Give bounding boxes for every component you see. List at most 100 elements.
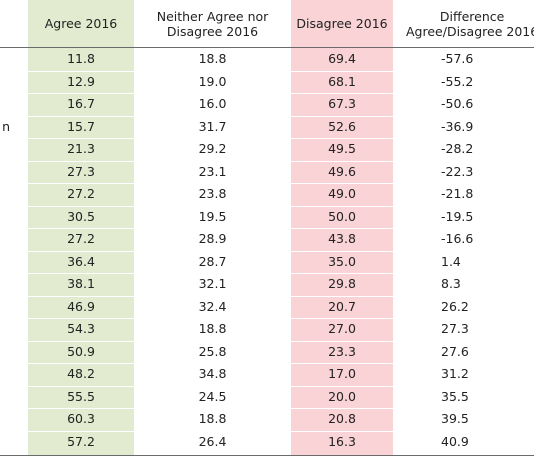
cell-neither: 19.0	[198, 73, 227, 89]
cell-difference: 39.5	[441, 411, 469, 426]
cell-disagree: 68.1	[328, 73, 356, 89]
cell-difference: 8.3	[441, 276, 461, 291]
cell-disagree: 49.6	[328, 163, 356, 179]
cell-agree: 21.3	[67, 141, 95, 156]
table-row: 54.3 18.8 27.0 27.3	[0, 318, 534, 341]
cell-agree: 50.9	[67, 343, 95, 359]
disagree-row-separator	[291, 183, 393, 184]
disagree-row-separator	[291, 160, 393, 162]
disagree-row-separator	[291, 340, 393, 342]
table-row: 48.2 34.8 17.0 31.2	[0, 363, 534, 386]
cell-difference: 40.9	[441, 433, 469, 449]
header-disagree-2016: Disagree 2016	[296, 16, 388, 31]
cell-neither: 26.4	[198, 433, 227, 449]
agree-row-separator	[28, 205, 134, 207]
cell-neither: 18.8	[198, 321, 227, 336]
cell-disagree: 35.0	[328, 253, 356, 269]
table-row: 36.4 28.7 35.0 1.4	[0, 251, 534, 274]
cell-difference: -19.5	[441, 208, 474, 224]
table-row: 55.5 24.5 20.0 35.5	[0, 386, 534, 409]
cell-agree: 57.2	[67, 433, 95, 449]
disagree-row-separator	[291, 138, 393, 139]
cell-neither: 28.7	[198, 253, 227, 269]
cell-neither: 18.8	[198, 51, 227, 66]
cell-difference: 35.5	[441, 388, 469, 404]
cell-difference: -50.6	[441, 96, 474, 111]
row-label-text: n	[2, 118, 10, 134]
cell-neither: 34.8	[198, 366, 227, 381]
disagree-row-separator	[291, 228, 393, 229]
disagree-row-separator	[291, 93, 393, 94]
cell-disagree: 43.8	[328, 231, 356, 246]
agree-row-separator	[28, 250, 134, 252]
agree-row-separator	[28, 408, 134, 409]
cell-agree: 36.4	[67, 253, 95, 269]
disagree-row-separator	[291, 295, 393, 297]
table-row: 57.2 26.4 16.3 40.9	[0, 431, 534, 454]
cell-agree: 60.3	[67, 411, 95, 426]
cell-disagree: 52.6	[328, 118, 356, 134]
cell-agree: 16.7	[67, 96, 95, 111]
table-row: 11.8 18.8 69.4 -57.6	[0, 48, 534, 71]
cell-disagree: 20.0	[328, 388, 356, 404]
cell-difference: -55.2	[441, 73, 474, 89]
cell-disagree: 16.3	[328, 433, 356, 449]
cell-neither: 31.7	[198, 118, 227, 134]
cell-neither: 23.8	[198, 186, 227, 201]
cell-difference: -36.9	[441, 118, 474, 134]
table-row: 46.9 32.4 20.7 26.2	[0, 296, 534, 319]
table-bottom-rule	[0, 455, 534, 456]
cell-neither: 16.0	[198, 96, 227, 111]
table-row: 15.7 31.7 52.6 -36.9 n	[0, 116, 534, 139]
agree-column-highlight	[28, 0, 134, 455]
cell-difference: 26.2	[441, 298, 469, 314]
cell-agree: 46.9	[67, 298, 95, 314]
cell-neither: 28.9	[198, 231, 227, 246]
cell-agree: 27.3	[67, 163, 95, 179]
cell-disagree: 23.3	[328, 343, 356, 359]
disagree-row-separator	[291, 273, 393, 274]
disagree-row-separator	[291, 430, 393, 432]
cell-agree: 15.7	[67, 118, 95, 134]
cell-agree: 27.2	[67, 186, 95, 201]
cell-disagree: 29.8	[328, 276, 356, 291]
table-row: 27.2 23.8 49.0 -21.8	[0, 183, 534, 206]
table-row: 50.9 25.8 23.3 27.6	[0, 341, 534, 364]
header-difference-2016: Difference Agree/Disagree 2016	[406, 8, 534, 39]
disagree-row-separator	[291, 408, 393, 409]
cell-neither: 32.4	[198, 298, 227, 314]
disagree-row-separator	[291, 363, 393, 364]
agree-row-separator	[28, 273, 134, 274]
cell-disagree: 20.7	[328, 298, 356, 314]
cell-disagree: 50.0	[328, 208, 356, 224]
row-label-fragment: n	[0, 116, 28, 139]
agree-row-separator	[28, 340, 134, 342]
agree-row-separator	[28, 183, 134, 184]
disagree-row-separator	[291, 70, 393, 72]
cell-neither: 23.1	[198, 163, 227, 179]
cell-difference: -28.2	[441, 141, 474, 156]
cell-agree: 38.1	[67, 276, 95, 291]
table-row: 27.2 28.9 43.8 -16.6	[0, 228, 534, 251]
cell-disagree: 49.5	[328, 141, 356, 156]
cell-disagree: 20.8	[328, 411, 356, 426]
cell-difference: 1.4	[441, 253, 461, 269]
cell-difference: -57.6	[441, 51, 474, 66]
agree-row-separator	[28, 160, 134, 162]
disagree-row-separator	[291, 318, 393, 319]
cell-neither: 24.5	[198, 388, 227, 404]
agree-row-separator	[28, 138, 134, 139]
table-row: 12.9 19.0 68.1 -55.2	[0, 71, 534, 94]
cell-agree: 55.5	[67, 388, 95, 404]
cell-neither: 32.1	[198, 276, 227, 291]
table-row: 27.3 23.1 49.6 -22.3	[0, 161, 534, 184]
agree-row-separator	[28, 430, 134, 432]
disagree-column-highlight	[291, 0, 393, 455]
agree-row-separator	[28, 318, 134, 319]
disagree-row-separator	[291, 385, 393, 387]
cell-disagree: 27.0	[328, 321, 356, 336]
cell-disagree: 49.0	[328, 186, 356, 201]
cell-agree: 54.3	[67, 321, 95, 336]
cell-neither: 25.8	[198, 343, 227, 359]
cell-neither: 19.5	[198, 208, 227, 224]
